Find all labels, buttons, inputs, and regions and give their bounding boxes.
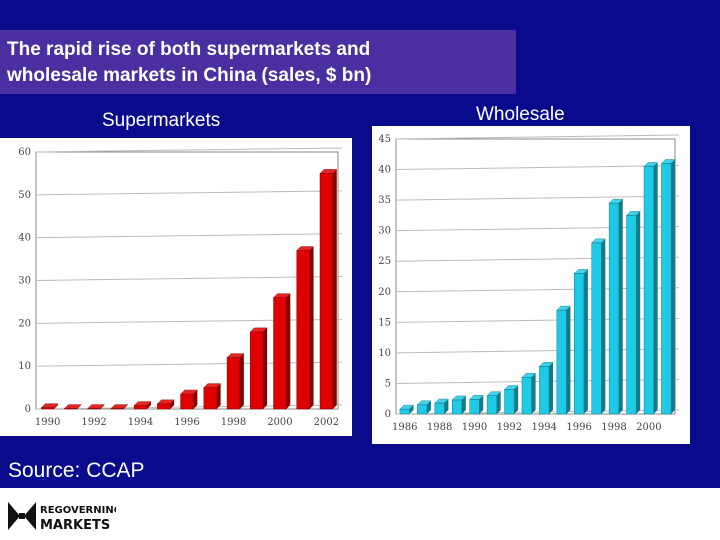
title-line-2: wholesale markets in China (sales, $ bn) bbox=[7, 65, 372, 86]
supermarkets-y-tick-label: 0 bbox=[25, 404, 31, 415]
wholesale-chart-title: Wholesale bbox=[476, 104, 565, 125]
wholesale-bar bbox=[503, 385, 519, 415]
wholesale-bar bbox=[416, 400, 432, 415]
wholesale-x-tick-label: 1994 bbox=[531, 422, 556, 433]
wholesale-y-tick-label: 15 bbox=[378, 317, 391, 328]
regoverning-markets-logo: REGOVERNING MARKETS bbox=[8, 502, 116, 533]
wholesale-y-tick-label: 40 bbox=[378, 165, 391, 176]
supermarkets-bar bbox=[156, 399, 175, 410]
supermarkets-y-tick-label: 10 bbox=[18, 361, 31, 372]
wholesale-x-tick-label: 1998 bbox=[601, 422, 626, 433]
title-line-1: The rapid rise of both supermarkets and bbox=[7, 39, 371, 60]
wholesale-bar bbox=[608, 198, 624, 415]
supermarkets-bar bbox=[296, 246, 315, 410]
supermarkets-y-tick-label: 30 bbox=[18, 276, 31, 287]
supermarkets-bar bbox=[203, 383, 222, 410]
wholesale-x-tick-label: 1988 bbox=[427, 422, 452, 433]
logo-text-line-2: MARKETS bbox=[40, 518, 110, 533]
supermarkets-plot-frame bbox=[35, 151, 339, 410]
supermarkets-y-tick-label: 60 bbox=[18, 147, 31, 158]
footer-bar: REGOVERNING MARKETS bbox=[0, 488, 720, 540]
supermarkets-y-tick-label: 20 bbox=[18, 318, 31, 329]
supermarkets-gridline bbox=[35, 318, 343, 324]
supermarkets-y-tick-label: 40 bbox=[18, 233, 31, 244]
wholesale-x-tick-label: 1992 bbox=[497, 422, 522, 433]
supermarkets-x-tick-label: 1992 bbox=[81, 417, 106, 428]
wholesale-y-tick-label: 35 bbox=[378, 195, 391, 206]
supermarkets-x-tick-label: 2002 bbox=[314, 417, 339, 428]
supermarkets-bar bbox=[87, 404, 106, 410]
supermarkets-x-tick-label: 1996 bbox=[174, 417, 199, 428]
supermarkets-bar bbox=[110, 404, 129, 410]
wholesale-bar bbox=[591, 238, 606, 415]
supermarkets-gridline bbox=[35, 276, 343, 281]
supermarkets-chart-panel: 0 10 20 30 40 50 60 1990 1992 1994 1996 1998 2000 200… bbox=[0, 138, 352, 436]
supermarkets-x-tick-label: 1994 bbox=[128, 417, 153, 428]
wholesale-y-tick-label: 30 bbox=[378, 226, 391, 237]
wholesale-chart: 0 5 10 15 20 25 30 35 40 45 1986 1988 1990 1992 1994 19… bbox=[378, 134, 680, 433]
wholesale-y-tick-label: 45 bbox=[378, 134, 391, 145]
wholesale-y-tick-label: 25 bbox=[378, 256, 391, 267]
supermarkets-bar bbox=[319, 169, 338, 410]
wholesale-bar bbox=[521, 373, 537, 415]
supermarkets-bar bbox=[40, 403, 59, 410]
wholesale-bar bbox=[538, 362, 554, 415]
supermarkets-x-tick-label: 1998 bbox=[221, 417, 246, 428]
wholesale-x-tick-label: 1990 bbox=[462, 422, 487, 433]
wholesale-bar bbox=[660, 159, 676, 415]
wholesale-y-tick-label: 20 bbox=[378, 287, 391, 298]
wholesale-bar bbox=[573, 269, 589, 415]
wholesale-bar bbox=[486, 391, 502, 415]
source-note: Source: CCAP bbox=[8, 459, 145, 482]
wholesale-bar bbox=[469, 395, 484, 415]
logo-text-line-1: REGOVERNING bbox=[40, 505, 116, 516]
supermarkets-chart-title: Supermarkets bbox=[102, 110, 221, 131]
wholesale-bar bbox=[434, 398, 449, 415]
supermarkets-chart: 0 10 20 30 40 50 60 1990 1992 1994 1996 1998 2000 200… bbox=[18, 147, 343, 428]
wholesale-x-tick-label: 1986 bbox=[392, 422, 417, 433]
supermarkets-gridline bbox=[35, 361, 343, 367]
supermarkets-x-tick-label: 1990 bbox=[35, 417, 60, 428]
wholesale-bar bbox=[626, 211, 641, 415]
wholesale-y-tick-label: 0 bbox=[385, 409, 391, 420]
supermarkets-bar bbox=[249, 327, 268, 410]
wholesale-chart-panel: 0 5 10 15 20 25 30 35 40 45 1986 1988 1990 1992 1994 19… bbox=[372, 126, 690, 444]
supermarkets-bar bbox=[226, 353, 245, 410]
title-box: The rapid rise of both supermarkets and … bbox=[0, 30, 516, 94]
supermarkets-bar bbox=[133, 401, 152, 410]
wholesale-gridline bbox=[395, 195, 680, 201]
supermarkets-x-tick-label: 2000 bbox=[267, 417, 292, 428]
supermarkets-gridline bbox=[35, 233, 343, 239]
supermarkets-bar bbox=[180, 389, 198, 410]
wholesale-x-tick-label: 1996 bbox=[566, 422, 591, 433]
supermarkets-y-tick-label: 50 bbox=[18, 190, 31, 201]
wholesale-bar bbox=[399, 404, 415, 415]
wholesale-gridline bbox=[395, 165, 680, 171]
wholesale-bar bbox=[556, 305, 572, 415]
wholesale-gridline bbox=[395, 134, 680, 140]
wholesale-x-tick-label: 2000 bbox=[636, 422, 661, 433]
wholesale-y-tick-label: 5 bbox=[385, 378, 391, 389]
wholesale-y-tick-label: 10 bbox=[378, 348, 391, 359]
supermarkets-gridline bbox=[35, 190, 343, 196]
supermarkets-gridline bbox=[35, 147, 343, 153]
supermarkets-bar bbox=[63, 404, 82, 410]
wholesale-bar bbox=[451, 395, 467, 415]
supermarkets-bar bbox=[272, 293, 291, 410]
wholesale-bar bbox=[643, 162, 659, 415]
